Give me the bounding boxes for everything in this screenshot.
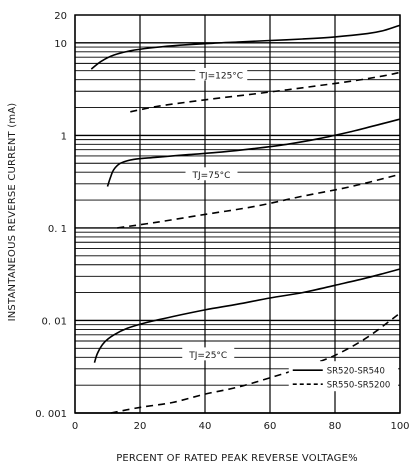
legend-label: SR550-SR5200 xyxy=(327,381,391,391)
x-tick-label: 20 xyxy=(134,421,147,432)
plot-lines xyxy=(90,24,401,414)
legend-background xyxy=(288,361,398,392)
x-tick-label: 100 xyxy=(390,421,409,432)
series-line-sr520-sr540-25c xyxy=(93,268,401,363)
y-tick-label: 0. 1 xyxy=(48,224,67,235)
y-tick-label: 20 xyxy=(54,11,67,22)
x-tick-label: 60 xyxy=(264,421,277,432)
series-line-sr550-sr5200-75c xyxy=(117,173,401,229)
x-tick-label: 40 xyxy=(199,421,212,432)
x-tick-label: 0 xyxy=(72,421,78,432)
x-axis-title: PERCENT OF RATED PEAK REVERSE VOLTAGE% xyxy=(116,453,358,464)
series-line-sr550-sr5200-25c xyxy=(110,312,401,414)
annotation-background xyxy=(185,167,238,181)
plot-frame xyxy=(74,14,401,414)
tick-labels: 0 20 40 60 80 100 0. 001 0. 01 0. 1 1 10 20 xyxy=(35,11,409,432)
temperature-label: TJ=75°C xyxy=(192,171,231,181)
annotation-background xyxy=(195,67,248,81)
series-line-sr550-sr5200-125c xyxy=(130,71,401,113)
y-tick-label: 0. 001 xyxy=(35,409,67,420)
x-tick-label: 80 xyxy=(329,421,342,432)
legend-label: SR520-SR540 xyxy=(327,367,385,377)
y-axis-title: INSTANTANEOUS REVERSE CURRENT (mA) xyxy=(7,103,18,322)
y-tick-label: 0. 01 xyxy=(42,316,67,327)
y-tick-label: 10 xyxy=(54,39,67,50)
temperature-annotations: TJ=125°C TJ=75°C TJ=25°C xyxy=(182,67,248,361)
y-tick-label: 1 xyxy=(61,131,67,142)
legend: SR520-SR540 SR550-SR5200 xyxy=(288,361,398,392)
temperature-label: TJ=125°C xyxy=(198,71,243,81)
annotation-background xyxy=(182,347,235,361)
temperature-label: TJ=25°C xyxy=(188,351,227,361)
series-line-sr520-sr540-75c xyxy=(106,118,401,187)
series-line-sr520-sr540-125c xyxy=(90,24,401,70)
